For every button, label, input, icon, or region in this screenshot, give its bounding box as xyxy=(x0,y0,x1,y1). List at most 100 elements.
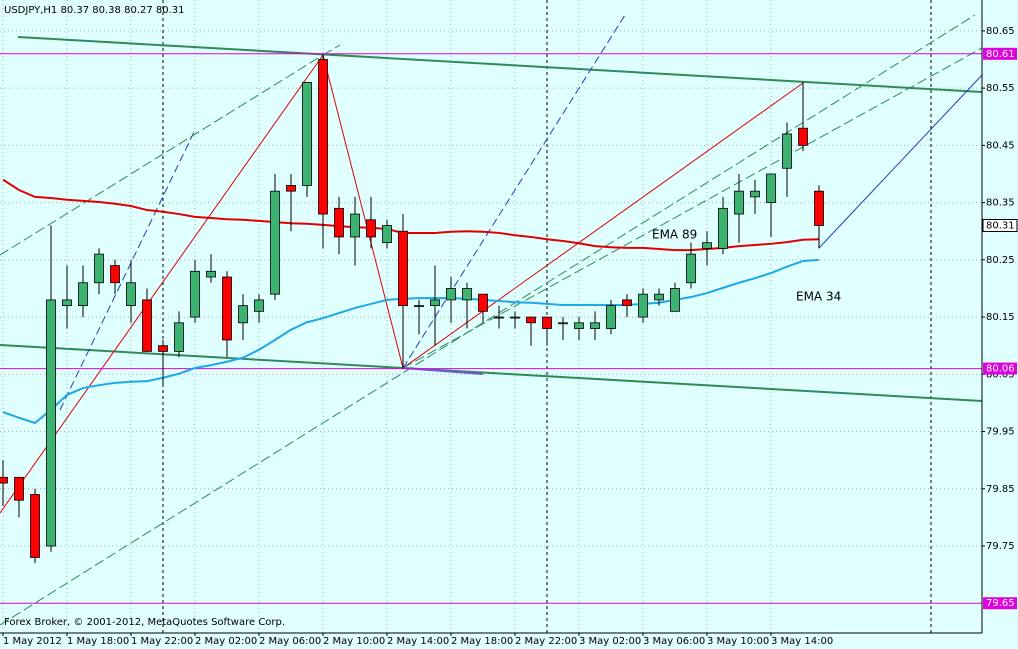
last-price-box xyxy=(982,218,1018,232)
candle-body xyxy=(558,322,568,325)
candle-body xyxy=(718,207,728,249)
candle-body xyxy=(222,276,232,341)
candle-body xyxy=(206,270,216,278)
candle-body xyxy=(174,322,184,352)
candle-body xyxy=(270,190,280,295)
candle-body xyxy=(782,133,792,169)
candle-body xyxy=(670,288,680,312)
candle-body xyxy=(494,316,504,319)
candle-body xyxy=(94,253,104,284)
candle-body xyxy=(574,322,584,329)
candle-body xyxy=(462,288,472,301)
candle-body xyxy=(478,293,488,312)
candle-body xyxy=(510,316,520,319)
fan-line xyxy=(402,14,626,369)
candle-body xyxy=(158,345,168,352)
candle-body xyxy=(766,173,776,204)
candle-body xyxy=(638,293,648,318)
candle-body xyxy=(238,305,248,324)
x-tick-label: 3 May 10:00 xyxy=(707,636,769,647)
candle-body xyxy=(254,299,264,312)
channel-line xyxy=(17,36,983,93)
y-tick-label: 79.95 xyxy=(986,427,1015,438)
fan-line xyxy=(0,14,976,626)
x-tick-label: 3 May 14:00 xyxy=(771,636,833,647)
y-tick-label: 80.55 xyxy=(986,83,1015,94)
x-tick-label: 1 May 18:00 xyxy=(67,636,129,647)
candle-body xyxy=(142,299,152,352)
last-price-label: 80.31 xyxy=(986,220,1015,231)
x-tick-label: 3 May 06:00 xyxy=(643,636,705,647)
candle-body xyxy=(750,190,760,198)
candle-body xyxy=(686,253,696,284)
x-tick-label: 2 May 06:00 xyxy=(259,636,321,647)
candle-body xyxy=(46,299,56,547)
y-tick-label: 80.45 xyxy=(986,140,1015,151)
footer: Forex Broker, © 2001-2012, MetaQuotes So… xyxy=(4,617,285,628)
candle-body xyxy=(286,185,296,192)
candle-body xyxy=(814,190,824,226)
candle-body xyxy=(78,282,88,307)
y-tick-label: 80.15 xyxy=(986,312,1015,323)
y-tick-label: 80.05 xyxy=(986,369,1015,380)
candle-body xyxy=(542,316,552,329)
price-box xyxy=(983,362,1017,375)
candle-body xyxy=(366,219,376,238)
channel-line xyxy=(0,344,983,402)
y-tick-label: 79.85 xyxy=(986,484,1015,495)
candle-body xyxy=(526,316,536,324)
candle-body xyxy=(798,127,808,146)
x-tick-label: 2 May 18:00 xyxy=(451,636,513,647)
trend-line xyxy=(818,74,983,249)
chart-title: USDJPY,H1 80.37 80.38 80.27 80.31 xyxy=(4,5,185,16)
price-box-label: 79.65 xyxy=(986,598,1015,609)
fan-line xyxy=(402,47,983,369)
candle-body xyxy=(398,230,408,307)
y-tick-label: 79.75 xyxy=(986,541,1015,552)
candle-body xyxy=(606,305,616,329)
candle-body xyxy=(414,305,424,308)
candle-body xyxy=(30,494,40,558)
x-tick-label: 2 May 10:00 xyxy=(323,636,385,647)
price-box xyxy=(983,47,1017,60)
candle-body xyxy=(622,299,632,307)
x-tick-label: 2 May 14:00 xyxy=(387,636,449,647)
fan-line xyxy=(0,54,324,256)
candle-body xyxy=(62,299,72,307)
candle-body xyxy=(302,82,312,186)
candle-body xyxy=(126,282,136,307)
candle-body xyxy=(430,299,440,307)
ema-line xyxy=(2,178,820,252)
ema-line xyxy=(2,258,820,425)
candle-body xyxy=(110,265,120,284)
x-tick-label: 1 May 2012 xyxy=(3,636,62,647)
price-box-label: 80.06 xyxy=(986,364,1015,375)
candle-body xyxy=(734,190,744,215)
candle-body xyxy=(190,270,200,318)
candle-body xyxy=(654,293,664,301)
x-tick-label: 2 May 22:00 xyxy=(515,636,577,647)
ema-label: EMA 89 xyxy=(652,228,697,242)
candle-body xyxy=(0,476,8,484)
x-tick-label: 3 May 02:00 xyxy=(579,636,641,647)
candle-body xyxy=(350,213,360,238)
candle-body xyxy=(382,225,392,244)
candle-body xyxy=(318,59,328,215)
price-box xyxy=(983,597,1017,610)
candle-body xyxy=(702,242,712,249)
analysis-objects xyxy=(0,14,983,626)
zigzag xyxy=(0,53,804,514)
candle-body xyxy=(334,207,344,238)
ema-label: EMA 34 xyxy=(796,290,841,304)
x-tick-label: 2 May 02:00 xyxy=(195,636,257,647)
plot: EMA 89 EMA 34 xyxy=(0,53,982,604)
x-tick-label: 1 May 22:00 xyxy=(131,636,193,647)
candle-body xyxy=(446,288,456,301)
candle-body xyxy=(590,322,600,329)
candle-body xyxy=(14,476,24,501)
y-tick-label: 80.35 xyxy=(986,198,1015,209)
y-tick-label: 80.25 xyxy=(986,255,1015,266)
price-box-label: 80.61 xyxy=(986,49,1015,60)
